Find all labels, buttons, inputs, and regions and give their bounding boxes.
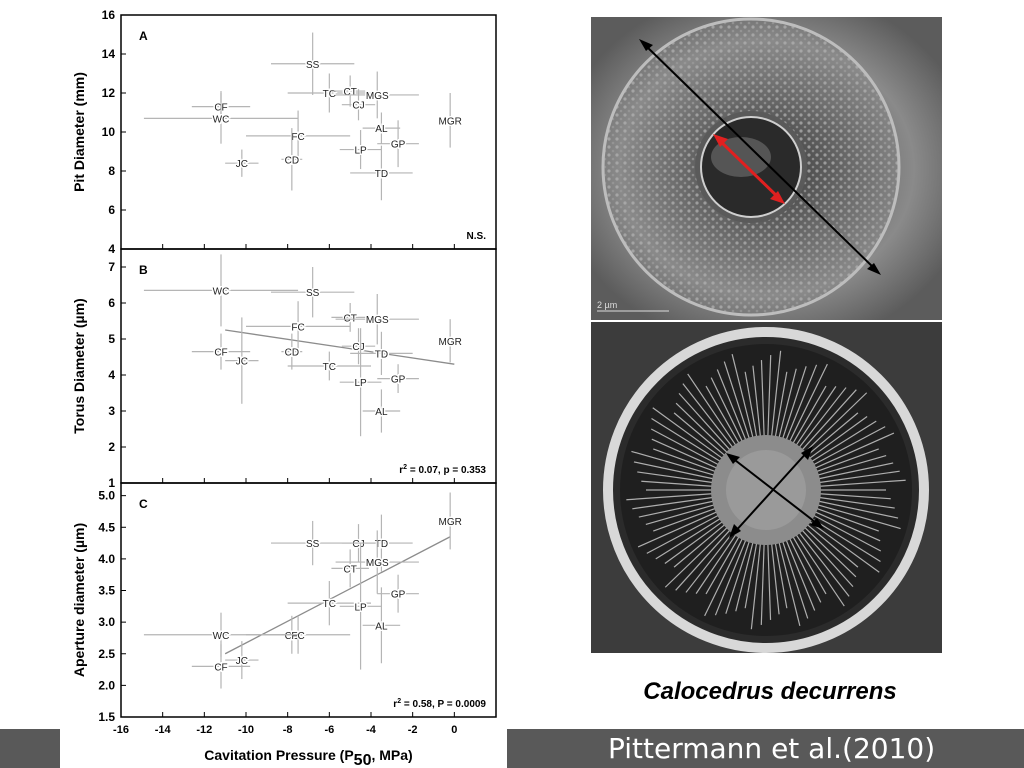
y-tick-label: 4 <box>108 242 115 256</box>
panel-letter-A: A <box>139 29 148 43</box>
y-tick-label: 6 <box>108 296 115 310</box>
data-point-GP: GP <box>391 590 406 601</box>
data-point-MGR: MGR <box>438 337 461 348</box>
data-point-JC: JC <box>236 357 248 368</box>
data-point-JC: JC <box>236 656 248 667</box>
panel-letter-C: C <box>139 497 148 511</box>
y-tick-label: 2 <box>108 440 115 454</box>
y-axis-label: Torus Diameter (µm) <box>71 298 87 433</box>
cross-arrows <box>730 449 820 535</box>
red-arrow <box>713 134 785 204</box>
y-tick-label: 1.5 <box>98 710 115 724</box>
data-point-CD: CD <box>285 348 299 359</box>
data-point-WC: WC <box>213 286 230 297</box>
data-point-CF: CF <box>214 348 227 359</box>
data-point-CD: CD <box>285 631 299 642</box>
y-tick-label: 4.5 <box>98 520 115 534</box>
y-tick-label: 4 <box>108 368 115 382</box>
x-tick-label: -16 <box>113 724 129 736</box>
panel-letter-B: B <box>139 263 148 277</box>
y-tick-label: 4.0 <box>98 552 115 566</box>
y-tick-label: 3 <box>108 404 115 418</box>
y-tick-label: 7 <box>108 260 115 274</box>
stat-annotation: N.S. <box>467 231 487 242</box>
data-point-SS: SS <box>306 539 320 550</box>
data-point-CD: CD <box>285 155 299 166</box>
data-point-TC: TC <box>323 599 336 610</box>
scale-bar-label: 2 µm <box>597 300 618 310</box>
data-point-GP: GP <box>391 375 406 386</box>
micrograph-torus-bottom <box>591 322 942 653</box>
panel-frame-A <box>120 14 497 250</box>
data-point-JC: JC <box>236 159 248 170</box>
x-axis-label: Cavitation Pressure (P50, MPa) <box>204 747 412 768</box>
data-point-AL: AL <box>375 621 388 632</box>
data-point-TC: TC <box>323 362 336 373</box>
data-point-AL: AL <box>375 124 388 135</box>
data-point-LP: LP <box>354 378 367 389</box>
footer-bar-left <box>0 729 60 768</box>
data-point-CJ: CJ <box>352 539 364 550</box>
x-tick-label: -14 <box>155 724 172 736</box>
y-tick-label: 1 <box>108 476 115 490</box>
x-tick-label: -2 <box>408 724 418 736</box>
x-tick-label: -4 <box>366 724 377 736</box>
data-point-WC: WC <box>213 631 230 642</box>
species-caption: Calocedrus decurrens <box>643 678 897 705</box>
data-point-MGR: MGR <box>438 517 461 528</box>
y-tick-label: 14 <box>102 47 116 61</box>
y-tick-label: 6 <box>108 203 115 217</box>
data-point-TD: TD <box>375 169 388 180</box>
panel-frame-C <box>120 482 497 718</box>
footer-bar-right <box>507 729 1024 768</box>
data-point-CT: CT <box>343 564 356 575</box>
micrograph-pit-top: 2 µm <box>591 17 942 320</box>
data-point-LP: LP <box>354 602 367 613</box>
y-axis-label: Aperture diameter (µm) <box>71 523 87 677</box>
data-point-CJ: CJ <box>352 342 364 353</box>
data-point-GP: GP <box>391 140 406 151</box>
data-point-CJ: CJ <box>352 101 364 112</box>
data-point-CT: CT <box>343 87 356 98</box>
data-point-SS: SS <box>306 60 320 71</box>
black-arrow <box>639 39 881 275</box>
y-tick-label: 5.0 <box>98 489 115 503</box>
citation-caption: Pittermann et al.(2010) <box>608 732 936 765</box>
trend-line <box>225 329 455 365</box>
y-tick-label: 12 <box>102 86 116 100</box>
y-tick-label: 8 <box>108 164 115 178</box>
data-point-SS: SS <box>306 288 320 299</box>
stat-annotation: r2 = 0.58, P = 0.0009 <box>393 698 486 710</box>
data-point-CF: CF <box>214 662 227 673</box>
data-point-MGS: MGS <box>366 315 389 326</box>
y-axis-label: Pit Diameter (mm) <box>71 72 87 192</box>
y-tick-label: 3.5 <box>98 584 115 598</box>
data-point-WC: WC <box>213 114 230 125</box>
data-point-MGR: MGR <box>438 116 461 127</box>
x-tick-label: 0 <box>451 724 457 736</box>
y-tick-label: 3.0 <box>98 615 115 629</box>
x-tick-label: -12 <box>196 724 212 736</box>
y-tick-label: 2.5 <box>98 647 115 661</box>
x-tick-label: -8 <box>283 724 293 736</box>
x-tick-label: -6 <box>324 724 334 736</box>
data-point-FC: FC <box>291 631 304 642</box>
y-tick-label: 16 <box>102 8 116 22</box>
y-tick-label: 5 <box>108 332 115 346</box>
data-point-LP: LP <box>354 146 367 157</box>
data-point-MGS: MGS <box>366 558 389 569</box>
data-point-FC: FC <box>291 132 304 143</box>
y-tick-label: 2.0 <box>98 678 115 692</box>
stat-annotation: r2 = 0.07, p = 0.353 <box>399 464 486 476</box>
data-point-AL: AL <box>375 407 388 418</box>
data-point-MGS: MGS <box>366 91 389 102</box>
y-tick-label: 10 <box>102 125 116 139</box>
trend-line <box>224 536 451 655</box>
data-point-TD: TD <box>375 349 388 360</box>
data-point-FC: FC <box>291 322 304 333</box>
x-tick-label: -10 <box>238 724 254 736</box>
